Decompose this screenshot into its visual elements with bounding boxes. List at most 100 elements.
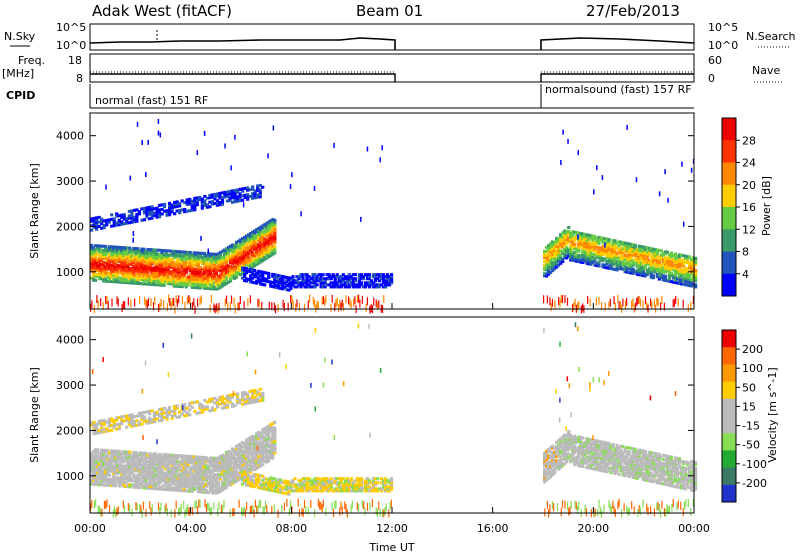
echo-cell (190, 259, 194, 263)
clutter-cell (354, 296, 356, 305)
echo-cell (267, 280, 271, 284)
echo-cell (98, 452, 102, 456)
echo-cell (551, 254, 555, 258)
echo-cell (643, 252, 647, 256)
echo-cell (188, 413, 192, 417)
echo-cell (653, 270, 657, 274)
echo-cell (311, 285, 315, 289)
echo-cell (273, 239, 277, 243)
echo-cell (545, 266, 549, 270)
echo-cell (224, 265, 229, 269)
echo-cell (255, 460, 259, 464)
echo-cell (657, 277, 661, 281)
echo-cell (585, 233, 589, 237)
echo-cell (665, 260, 670, 264)
echo-cell (551, 269, 555, 273)
echo-cell (144, 251, 148, 255)
echo-cell (228, 471, 233, 475)
echo-cell (595, 251, 599, 255)
echo-cell (235, 399, 240, 403)
echo-cell (162, 253, 166, 257)
echo-cell (331, 275, 335, 279)
echo-cell (627, 248, 631, 252)
echo-cell (200, 476, 204, 480)
echo-cell (106, 457, 110, 461)
echo-cell (144, 486, 148, 490)
echo-cell (114, 276, 118, 280)
echo-cell (180, 454, 184, 458)
echo-cell (681, 260, 686, 264)
echo-cell (118, 476, 122, 480)
echo-cell (653, 254, 657, 258)
echo-cell (603, 247, 607, 251)
echo-cell (138, 271, 142, 275)
echo-cell (257, 231, 261, 235)
echo-cell (182, 281, 186, 285)
echo-cell (265, 279, 269, 283)
echo-cell (134, 249, 138, 253)
echo-cell (248, 398, 252, 402)
echo-cell (269, 245, 273, 249)
echo-cell (162, 473, 166, 477)
echo-cell (95, 431, 99, 435)
echo-cell (222, 268, 227, 272)
echo-cell (162, 267, 166, 271)
echo-cell (170, 274, 174, 278)
echo-cell (94, 478, 98, 482)
echo-cell (186, 458, 190, 462)
echo-cell (671, 264, 676, 268)
echo-cell (549, 258, 553, 262)
echo-cell (593, 257, 597, 261)
echo-cell (160, 257, 164, 261)
clutter-cell (225, 295, 228, 304)
echo-cell (249, 438, 253, 442)
echo-cell (623, 247, 627, 251)
echo-cell (168, 412, 172, 416)
echo-cell (200, 403, 204, 407)
echo-cell (212, 269, 217, 273)
echo-cell (238, 254, 243, 258)
echo-cell (186, 279, 190, 283)
echo-cell (333, 285, 337, 289)
echo-cell (176, 474, 180, 478)
echo-cell (583, 253, 587, 257)
clutter-cell (559, 299, 561, 308)
echo-cell (235, 195, 240, 199)
echo-cell (192, 465, 196, 469)
echo-cell (563, 256, 567, 260)
echo-cell (95, 223, 99, 227)
echo-cell (599, 238, 603, 242)
echo-cell (130, 209, 134, 213)
echo-cell (148, 258, 152, 262)
clutter-cell (675, 295, 677, 304)
echo-cell (291, 172, 293, 178)
echo-cell (555, 238, 559, 242)
echo-cell (267, 253, 271, 257)
echo-cell (156, 275, 160, 279)
echo-cell (138, 477, 142, 481)
echo-cell (190, 267, 194, 271)
echo-cell (277, 284, 281, 288)
echo-cell (130, 413, 134, 417)
echo-cell (184, 458, 188, 462)
echo-cell (212, 462, 217, 466)
echo-cell (108, 253, 112, 257)
echo-cell (232, 478, 237, 482)
echo-cell (96, 466, 100, 470)
echo-cell (134, 275, 138, 279)
echo-cell (112, 471, 116, 475)
echo-cell (94, 456, 98, 460)
echo-cell (631, 271, 635, 275)
echo-cell (122, 266, 126, 270)
echo-cell (224, 455, 229, 459)
echo-cell (257, 245, 261, 249)
echo-cell (220, 461, 225, 465)
echo-cell (639, 247, 643, 251)
echo-cell (273, 420, 277, 424)
echo-cell (140, 261, 144, 265)
echo-cell (247, 237, 251, 241)
echo-cell (120, 458, 124, 462)
echo-cell (108, 459, 112, 463)
echo-cell (90, 266, 94, 270)
echo-cell (269, 239, 273, 243)
